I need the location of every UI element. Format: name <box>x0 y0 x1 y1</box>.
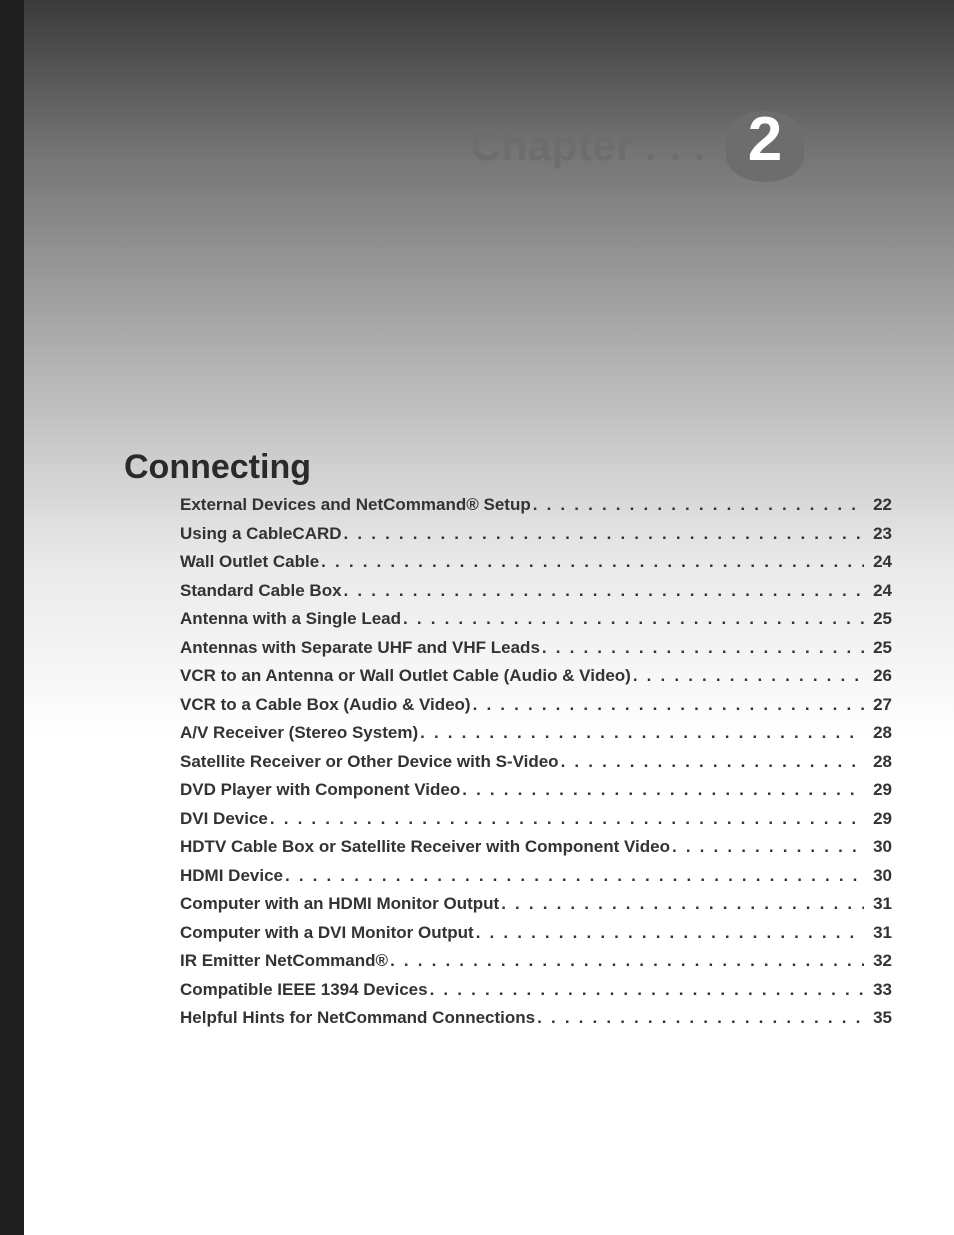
toc-entry-page: 30 <box>864 838 892 855</box>
toc-entry-page: 29 <box>864 810 892 827</box>
toc-entry-page: 25 <box>864 610 892 627</box>
toc-leader-dots <box>531 496 864 513</box>
toc-entry: A/V Receiver (Stereo System) 28 <box>180 724 892 741</box>
toc-entry-label: DVD Player with Component Video <box>180 781 460 798</box>
toc-entry: IR Emitter NetCommand® 32 <box>180 952 892 969</box>
toc-entry-page: 31 <box>864 924 892 941</box>
toc-entry-label: Computer with an HDMI Monitor Output <box>180 895 499 912</box>
toc-leader-dots <box>268 810 864 827</box>
toc-entry-label: External Devices and NetCommand® Setup <box>180 496 531 513</box>
toc-entry: Antennas with Separate UHF and VHF Leads… <box>180 639 892 656</box>
toc-entry: Helpful Hints for NetCommand Connections… <box>180 1009 892 1026</box>
toc-entry-label: IR Emitter NetCommand® <box>180 952 388 969</box>
toc-entry-page: 28 <box>864 724 892 741</box>
toc-leader-dots <box>428 981 864 998</box>
toc-entry-page: 22 <box>864 496 892 513</box>
toc-entry-page: 32 <box>864 952 892 969</box>
toc-entry-label: DVI Device <box>180 810 268 827</box>
toc-entry-label: Helpful Hints for NetCommand Connections <box>180 1009 535 1026</box>
toc-entry: DVD Player with Component Video 29 <box>180 781 892 798</box>
toc-entry-page: 25 <box>864 639 892 656</box>
toc-entry-label: Antennas with Separate UHF and VHF Leads <box>180 639 540 656</box>
chapter-number: 2 <box>726 104 804 175</box>
toc-entry: HDMI Device 30 <box>180 867 892 884</box>
chapter-number-badge: 2 <box>726 110 804 182</box>
toc-leader-dots <box>418 724 864 741</box>
left-gutter <box>0 0 24 1235</box>
toc-entry-label: Wall Outlet Cable <box>180 553 319 570</box>
toc-entry: External Devices and NetCommand® Setup 22 <box>180 496 892 513</box>
toc-entry-label: Antenna with a Single Lead <box>180 610 401 627</box>
toc-entry-label: VCR to a Cable Box (Audio & Video) <box>180 696 471 713</box>
chapter-label: Chapter . . . <box>471 122 706 170</box>
toc-entry-label: Satellite Receiver or Other Device with … <box>180 753 559 770</box>
toc-leader-dots <box>460 781 864 798</box>
toc-entry-label: VCR to an Antenna or Wall Outlet Cable (… <box>180 667 631 684</box>
toc-entry: Compatible IEEE 1394 Devices 33 <box>180 981 892 998</box>
toc-entry: Standard Cable Box 24 <box>180 582 892 599</box>
toc-entry-page: 27 <box>864 696 892 713</box>
toc-entry-page: 23 <box>864 525 892 542</box>
page-content: Chapter . . . 2 Connecting External Devi… <box>24 0 954 1235</box>
toc-entry-label: Using a CableCARD <box>180 525 342 542</box>
toc-entry: Wall Outlet Cable 24 <box>180 553 892 570</box>
toc-leader-dots <box>535 1009 864 1026</box>
table-of-contents: External Devices and NetCommand® Setup 22… <box>180 496 892 1038</box>
toc-entry-page: 28 <box>864 753 892 770</box>
toc-leader-dots <box>319 553 864 570</box>
toc-entry: Satellite Receiver or Other Device with … <box>180 753 892 770</box>
toc-entry: Antenna with a Single Lead 25 <box>180 610 892 627</box>
toc-leader-dots <box>631 667 864 684</box>
toc-leader-dots <box>283 867 864 884</box>
toc-entry-label: HDTV Cable Box or Satellite Receiver wit… <box>180 838 670 855</box>
toc-entry-page: 33 <box>864 981 892 998</box>
toc-entry-label: A/V Receiver (Stereo System) <box>180 724 418 741</box>
toc-entry-label: Standard Cable Box <box>180 582 342 599</box>
toc-entry: HDTV Cable Box or Satellite Receiver wit… <box>180 838 892 855</box>
toc-leader-dots <box>342 525 864 542</box>
toc-leader-dots <box>342 582 864 599</box>
chapter-header: Chapter . . . 2 <box>24 110 954 182</box>
toc-entry-page: 29 <box>864 781 892 798</box>
toc-entry-label: Computer with a DVI Monitor Output <box>180 924 474 941</box>
toc-leader-dots <box>499 895 864 912</box>
toc-entry-page: 24 <box>864 553 892 570</box>
toc-entry-page: 30 <box>864 867 892 884</box>
toc-entry: VCR to a Cable Box (Audio & Video) 27 <box>180 696 892 713</box>
toc-entry-label: Compatible IEEE 1394 Devices <box>180 981 428 998</box>
toc-leader-dots <box>474 924 864 941</box>
toc-entry: Computer with a DVI Monitor Output 31 <box>180 924 892 941</box>
section-title: Connecting <box>124 448 311 487</box>
toc-entry: Using a CableCARD 23 <box>180 525 892 542</box>
toc-entry: Computer with an HDMI Monitor Output 31 <box>180 895 892 912</box>
toc-entry-page: 31 <box>864 895 892 912</box>
toc-leader-dots <box>559 753 864 770</box>
toc-entry-label: HDMI Device <box>180 867 283 884</box>
toc-entry: DVI Device 29 <box>180 810 892 827</box>
toc-leader-dots <box>540 639 864 656</box>
toc-entry-page: 26 <box>864 667 892 684</box>
toc-entry-page: 24 <box>864 582 892 599</box>
toc-leader-dots <box>670 838 864 855</box>
toc-leader-dots <box>401 610 864 627</box>
toc-entry-page: 35 <box>864 1009 892 1026</box>
toc-leader-dots <box>388 952 864 969</box>
toc-entry: VCR to an Antenna or Wall Outlet Cable (… <box>180 667 892 684</box>
toc-leader-dots <box>471 696 864 713</box>
